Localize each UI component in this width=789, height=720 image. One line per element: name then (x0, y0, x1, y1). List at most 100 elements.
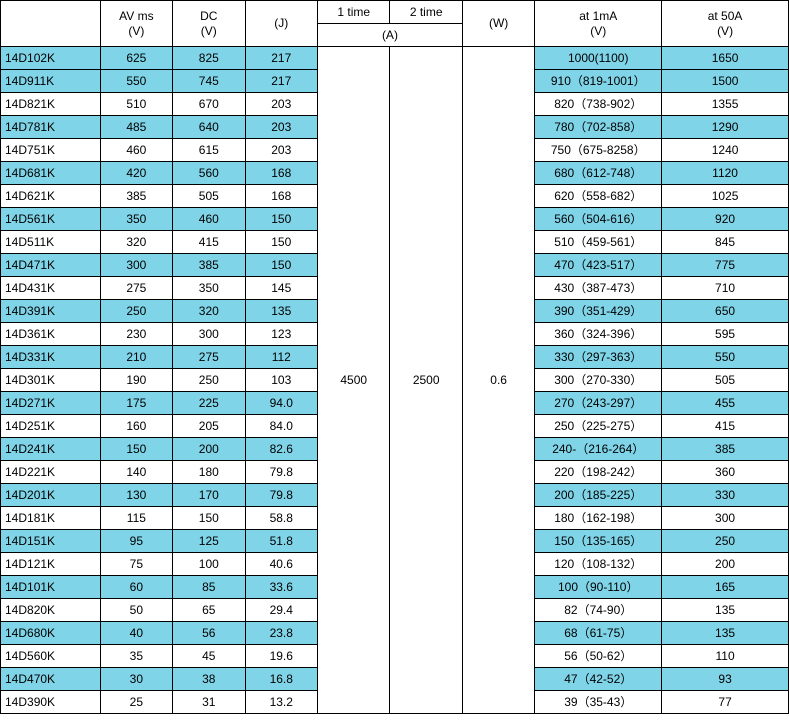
cell-at50: 250 (662, 530, 789, 553)
cell-code: 14D391K (1, 300, 101, 323)
cell-code: 14D821K (1, 93, 101, 116)
cell-av: 130 (100, 484, 172, 507)
cell-at50: 1355 (662, 93, 789, 116)
cell-av: 190 (100, 369, 172, 392)
cell-at50: 1650 (662, 47, 789, 70)
cell-av: 140 (100, 461, 172, 484)
cell-1time-merged: 4500 (317, 47, 389, 714)
col-dc-header: DC (V) (173, 1, 245, 47)
cell-code: 14D820K (1, 599, 101, 622)
cell-av: 30 (100, 668, 172, 691)
cell-at1: 330（297-363） (535, 346, 662, 369)
cell-code: 14D471K (1, 254, 101, 277)
cell-av: 175 (100, 392, 172, 415)
cell-at1: 39（35-43） (535, 691, 662, 714)
cell-w-merged: 0.6 (462, 47, 534, 714)
cell-code: 14D561K (1, 208, 101, 231)
cell-av: 275 (100, 277, 172, 300)
col-code-header (1, 1, 101, 47)
cell-at50: 1025 (662, 185, 789, 208)
cell-code: 14D680K (1, 622, 101, 645)
cell-at50: 550 (662, 346, 789, 369)
at1ma-label-1: at 1mA (579, 9, 617, 23)
cell-dc: 31 (173, 691, 245, 714)
j-label: (J) (274, 16, 288, 30)
col-a-header: (A) (317, 24, 462, 47)
cell-at50: 1290 (662, 116, 789, 139)
cell-at1: 200（185-225） (535, 484, 662, 507)
cell-at50: 200 (662, 553, 789, 576)
cell-dc: 125 (173, 530, 245, 553)
cell-at1: 47（42-52） (535, 668, 662, 691)
cell-av: 150 (100, 438, 172, 461)
cell-at50: 165 (662, 576, 789, 599)
cell-dc: 670 (173, 93, 245, 116)
cell-at1: 820（738-902） (535, 93, 662, 116)
cell-j: 217 (245, 70, 317, 93)
cell-at50: 385 (662, 438, 789, 461)
cell-at1: 250（225-275） (535, 415, 662, 438)
cell-at50: 135 (662, 622, 789, 645)
cell-j: 58.8 (245, 507, 317, 530)
cell-dc: 56 (173, 622, 245, 645)
cell-code: 14D681K (1, 162, 101, 185)
cell-dc: 250 (173, 369, 245, 392)
cell-at1: 220（198-242） (535, 461, 662, 484)
cell-j: 150 (245, 208, 317, 231)
cell-j: 29.4 (245, 599, 317, 622)
cell-at1: 100（90-110） (535, 576, 662, 599)
cell-av: 320 (100, 231, 172, 254)
cell-at1: 300（270-330） (535, 369, 662, 392)
cell-j: 79.8 (245, 484, 317, 507)
av-label-2: (V) (128, 24, 144, 38)
cell-dc: 560 (173, 162, 245, 185)
cell-at50: 505 (662, 369, 789, 392)
cell-j: 13.2 (245, 691, 317, 714)
cell-dc: 150 (173, 507, 245, 530)
cell-dc: 65 (173, 599, 245, 622)
cell-at50: 1240 (662, 139, 789, 162)
cell-at50: 710 (662, 277, 789, 300)
cell-at50: 455 (662, 392, 789, 415)
t1-label: 1 time (337, 5, 370, 19)
cell-av: 160 (100, 415, 172, 438)
cell-at1: 270（243-297） (535, 392, 662, 415)
cell-at50: 135 (662, 599, 789, 622)
cell-dc: 825 (173, 47, 245, 70)
cell-j: 79.8 (245, 461, 317, 484)
cell-av: 230 (100, 323, 172, 346)
cell-code: 14D181K (1, 507, 101, 530)
cell-j: 150 (245, 254, 317, 277)
cell-dc: 200 (173, 438, 245, 461)
cell-code: 14D241K (1, 438, 101, 461)
cell-j: 123 (245, 323, 317, 346)
cell-at1: 510（459-561） (535, 231, 662, 254)
cell-dc: 505 (173, 185, 245, 208)
cell-j: 203 (245, 93, 317, 116)
cell-j: 40.6 (245, 553, 317, 576)
cell-at1: 620（558-682） (535, 185, 662, 208)
cell-code: 14D101K (1, 576, 101, 599)
cell-j: 103 (245, 369, 317, 392)
cell-code: 14D102K (1, 47, 101, 70)
cell-av: 385 (100, 185, 172, 208)
cell-j: 84.0 (245, 415, 317, 438)
cell-dc: 350 (173, 277, 245, 300)
cell-at50: 77 (662, 691, 789, 714)
dc-label-1: DC (200, 9, 217, 23)
cell-j: 112 (245, 346, 317, 369)
cell-at50: 300 (662, 507, 789, 530)
cell-dc: 275 (173, 346, 245, 369)
cell-code: 14D751K (1, 139, 101, 162)
cell-dc: 45 (173, 645, 245, 668)
cell-code: 14D201K (1, 484, 101, 507)
cell-dc: 180 (173, 461, 245, 484)
col-2time-header: 2 time (390, 1, 462, 24)
cell-j: 135 (245, 300, 317, 323)
cell-at1: 560（504-616） (535, 208, 662, 231)
cell-j: 168 (245, 185, 317, 208)
cell-av: 40 (100, 622, 172, 645)
at1ma-label-2: (V) (590, 24, 606, 38)
av-label-1: AV ms (119, 9, 153, 23)
cell-av: 25 (100, 691, 172, 714)
